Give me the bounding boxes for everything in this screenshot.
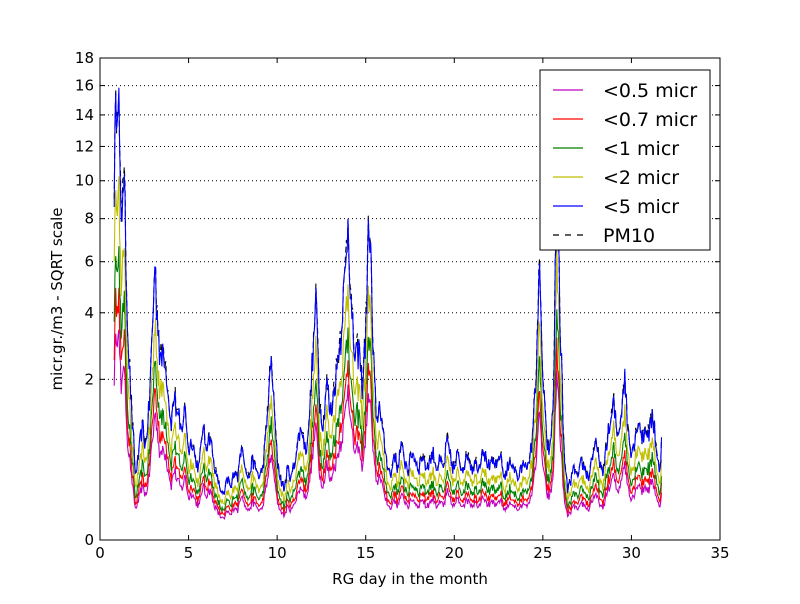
- x-tick-label: 20: [445, 544, 464, 562]
- series-line-0-5-micr: [113, 329, 663, 520]
- x-tick-label: 35: [710, 544, 729, 562]
- x-tick-label: 0: [95, 544, 105, 562]
- series-layer: [113, 87, 663, 520]
- x-tick-label: 5: [184, 544, 194, 562]
- y-tick-label: 4: [84, 304, 94, 322]
- legend-label: <1 micr: [603, 138, 679, 160]
- legend-label: <2 micr: [603, 167, 679, 189]
- legend: <0.5 micr <0.7 micr <1 micr <2 micr <5 micr P…: [539, 69, 711, 251]
- y-tick-label: 8: [84, 210, 94, 228]
- legend-label: <0.5 micr: [603, 80, 697, 102]
- legend-box: [539, 69, 711, 251]
- y-tick-label: 10: [75, 172, 94, 190]
- series-line-1-micr: [113, 246, 663, 512]
- ticks-layer: 0 2 4 6 8 10 12 14 16 18 0 5 10 15 20 25 30 35: [75, 49, 730, 562]
- x-tick-label: 10: [268, 544, 287, 562]
- series-line-5-micr: [113, 87, 663, 496]
- plot-frame: [99, 57, 721, 541]
- legend-label: <0.7 micr: [603, 109, 697, 131]
- series-line-2-micr: [113, 176, 663, 506]
- y-tick-label: 6: [84, 253, 94, 271]
- x-tick-label: 25: [533, 544, 552, 562]
- x-axis-label: RG day in the month: [332, 570, 488, 588]
- x-tick-label: 15: [356, 544, 375, 562]
- x-tick-label: 30: [622, 544, 641, 562]
- y-tick-label: 16: [75, 77, 94, 95]
- legend-label: PM10: [603, 225, 655, 247]
- y-tick-label: 12: [75, 137, 94, 155]
- legend-label: <5 micr: [603, 196, 679, 218]
- y-tick-label: 2: [84, 370, 94, 388]
- y-axis-label: micr.gr./m3 - SQRT scale: [48, 207, 66, 390]
- series-line-0-7-micr: [113, 287, 663, 517]
- y-tick-label: 14: [75, 106, 94, 124]
- y-tick-label: 18: [75, 49, 94, 67]
- y-tick-label: 0: [84, 531, 94, 549]
